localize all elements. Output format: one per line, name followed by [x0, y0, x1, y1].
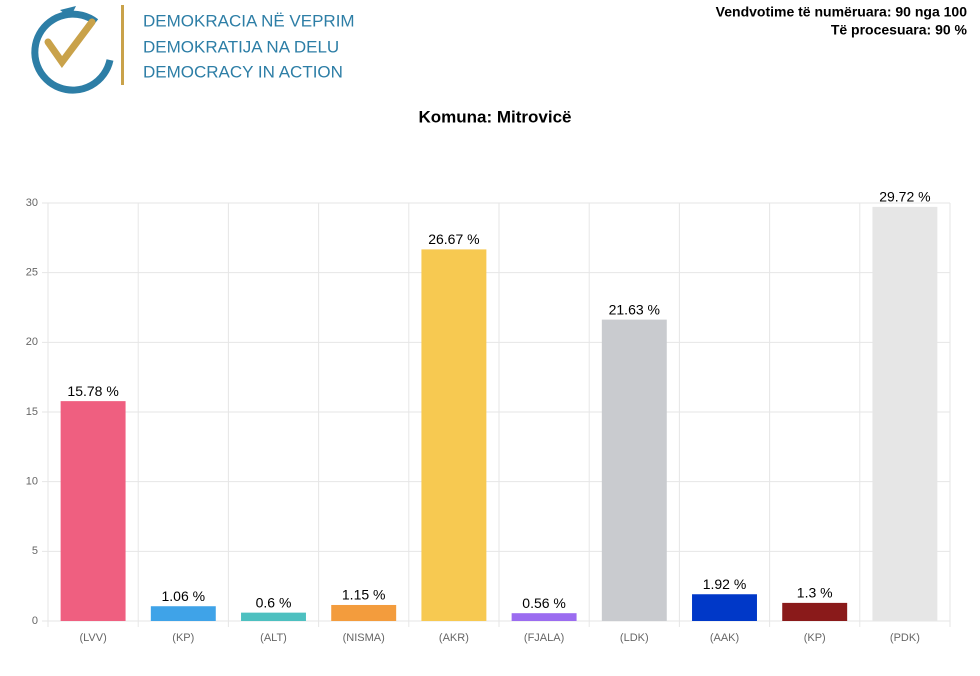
value-label: 26.67 %	[428, 231, 479, 247]
bar	[511, 613, 577, 621]
value-label: 21.63 %	[609, 301, 660, 317]
y-tick-label: 30	[26, 197, 38, 209]
logo-text: DEMOKRACIA NË VEPRIM	[143, 11, 355, 30]
logo-divider	[121, 5, 124, 85]
logo: DEMOKRACIA NË VEPRIM DEMOKRATIJA NA DELU…	[31, 5, 355, 94]
y-tick-label: 15	[26, 406, 38, 418]
value-label: 1.15 %	[342, 587, 386, 603]
x-tick-label: (PDK)	[890, 632, 920, 644]
x-tick-label: (NISMA)	[343, 632, 385, 644]
bar	[60, 401, 126, 621]
stat: Vendvotime të numëruara: 90 nga 100	[716, 4, 968, 20]
chart-title: Komuna: Mitrovicë	[418, 107, 571, 126]
value-label: 0.56 %	[522, 595, 566, 611]
bar	[150, 606, 216, 621]
y-tick-label: 10	[26, 476, 38, 488]
x-tick-label: (LDK)	[620, 632, 649, 644]
x-tick-label: (KP)	[804, 632, 826, 644]
x-tick-label: (AAK)	[710, 632, 739, 644]
bar	[241, 612, 306, 621]
y-tick-label: 25	[26, 267, 38, 279]
value-label: 15.78 %	[67, 383, 118, 399]
logo-text: DEMOKRATIJA NA DELU	[143, 37, 339, 56]
bar	[782, 602, 848, 621]
y-tick-label: 0	[32, 615, 38, 627]
logo-arrow	[60, 6, 76, 18]
y-tick-label: 20	[26, 336, 38, 348]
value-label: 1.92 %	[703, 576, 747, 592]
value-label: 29.72 %	[879, 189, 930, 205]
stat: Të procesuara: 90 %	[831, 22, 968, 38]
logo-text: DEMOCRACY IN ACTION	[143, 62, 343, 81]
x-tick-label: (FJALA)	[524, 632, 564, 644]
bar	[872, 206, 938, 621]
bar	[601, 319, 667, 621]
value-label: 0.6 %	[256, 594, 292, 610]
x-tick-label: (LVV)	[79, 632, 106, 644]
x-tick-label: (ALT)	[260, 632, 287, 644]
value-label: 1.06 %	[162, 588, 206, 604]
bar	[692, 594, 757, 621]
bar	[421, 249, 487, 621]
x-tick-label: (KP)	[172, 632, 194, 644]
bar	[331, 604, 397, 621]
x-tick-label: (AKR)	[439, 632, 469, 644]
value-label: 1.3 %	[797, 585, 833, 601]
logo-check	[44, 18, 96, 68]
y-tick-label: 5	[32, 545, 38, 557]
